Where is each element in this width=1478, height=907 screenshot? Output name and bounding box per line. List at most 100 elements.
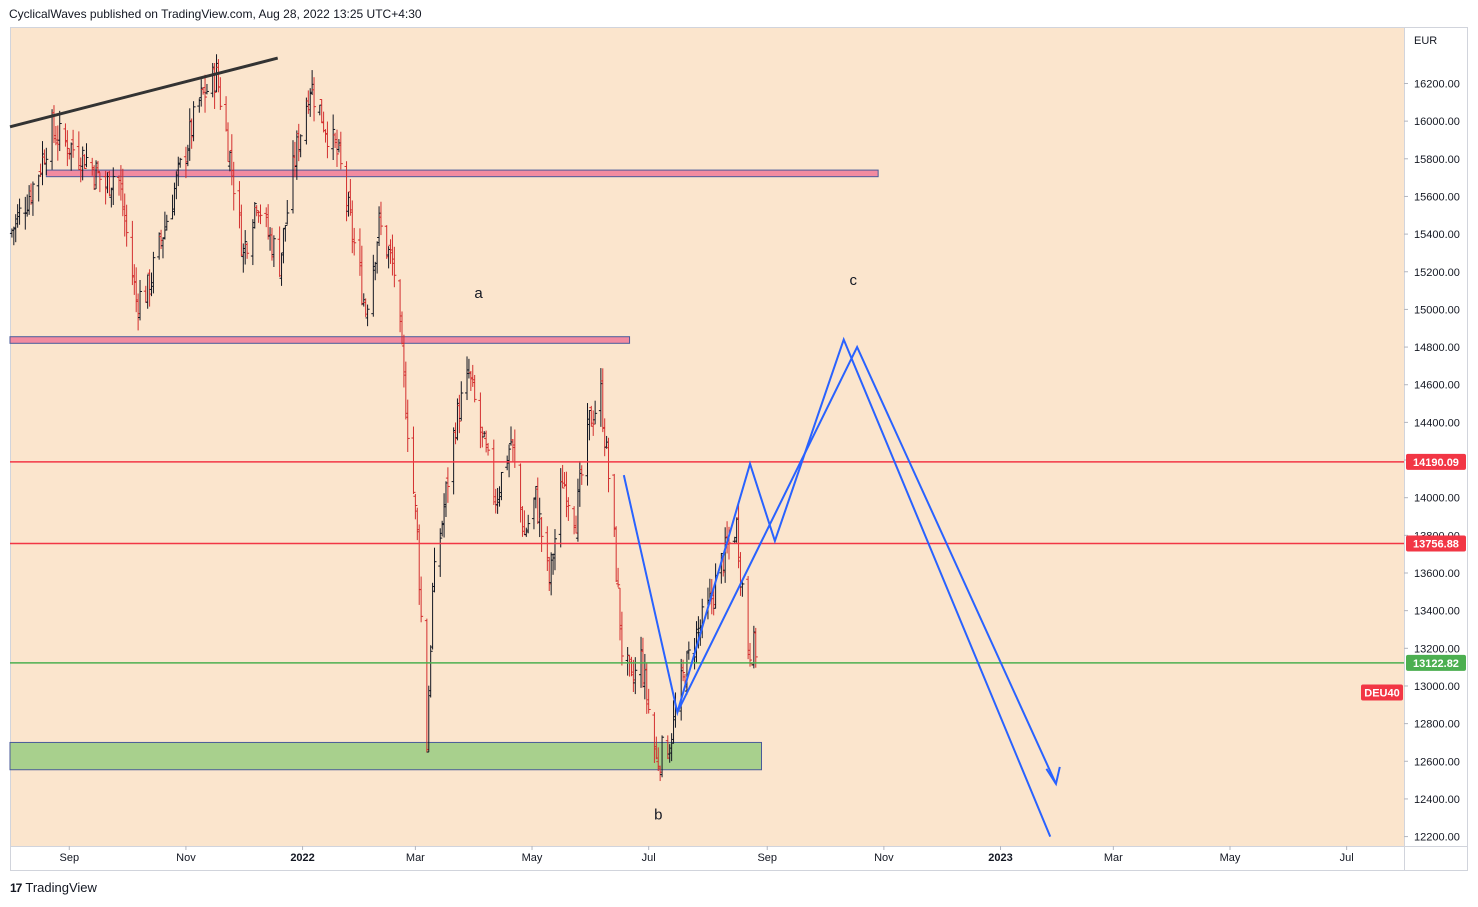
ohlc-bar: [245, 242, 250, 259]
price-tick-label: 15600.00: [1414, 191, 1460, 203]
ohlc-bar: [560, 464, 565, 489]
trendline[interactable]: [9, 56, 279, 129]
price-tick-label: 16000.00: [1414, 116, 1460, 128]
price-tag-2[interactable]: [1406, 654, 1466, 671]
price-tick-label: 13600.00: [1414, 568, 1460, 580]
ohlc-bar: [499, 471, 504, 501]
ohlc-bar: [507, 444, 512, 478]
ohlc-bar: [411, 426, 416, 494]
ohlc-bar: [71, 129, 76, 158]
price-tick-label: 14600.00: [1414, 380, 1460, 392]
price-tick-label: 12400.00: [1414, 794, 1460, 806]
ohlc-bar: [82, 154, 87, 170]
tradingview-footer[interactable]: 17 TradingView: [10, 880, 97, 895]
symbol-tag[interactable]: [1361, 684, 1403, 701]
ohlc-bar: [334, 129, 339, 167]
ohlc-bar: [365, 304, 370, 327]
ohlc-bar: [325, 121, 330, 159]
ohlc-bar: [616, 567, 621, 588]
time-tick-label: Nov: [874, 852, 894, 864]
projection-path-1[interactable]: [676, 344, 1057, 785]
price-tag-0[interactable]: [1406, 453, 1466, 470]
ohlc-bar: [298, 134, 303, 158]
ohlc-bar: [486, 442, 491, 456]
ohlc-bar: [80, 146, 85, 181]
price-tick-label: 15000.00: [1414, 304, 1460, 316]
ohlc-bar: [579, 465, 584, 485]
ohlc-bar: [660, 735, 665, 778]
ohlc-bar: [686, 641, 691, 660]
ohlc-bar: [164, 214, 169, 231]
price-tick-label: 12200.00: [1414, 832, 1460, 844]
ohlc-bar: [138, 280, 143, 321]
ohlc-bar: [593, 400, 598, 425]
ohlc-bar: [552, 529, 557, 571]
projection-path-0[interactable]: [622, 336, 1052, 837]
ohlc-bar: [619, 611, 624, 666]
price-tick-label: 14800.00: [1414, 342, 1460, 354]
ohlc-bar: [457, 394, 462, 434]
wave-label-c: c: [850, 272, 858, 289]
ohlc-bar: [204, 83, 209, 95]
ohlc-bar: [537, 497, 542, 538]
ohlc-bar: [151, 251, 156, 294]
projection-arrowhead[interactable]: [1045, 766, 1061, 787]
ohlc-bar: [254, 205, 259, 217]
ohlc-bar: [438, 528, 443, 577]
ohlc-bar: [352, 227, 357, 256]
ohlc-bar: [472, 374, 477, 403]
ohlc-bar: [428, 645, 433, 698]
ohlc-bar: [17, 198, 22, 225]
ohlc-bar: [111, 167, 116, 205]
ohlc-bar: [338, 131, 343, 170]
ohlc-bar: [526, 514, 531, 534]
ohlc-bar: [283, 224, 288, 242]
price-chart[interactable]: a b c EUR 12200.00 12400.00 12600.00 12800.00 1…: [0, 0, 1478, 875]
ohlc-bar: [57, 110, 62, 152]
price-tick-label: 15200.00: [1414, 267, 1460, 279]
price-tick-label: 15400.00: [1414, 229, 1460, 241]
ohlc-bar: [218, 77, 223, 110]
chart-frame: [10, 27, 1468, 871]
symbol-tag-label: DEU40: [1364, 688, 1399, 700]
ohlc-bar: [331, 114, 336, 161]
price-tick-label: 13200.00: [1414, 643, 1460, 655]
time-tick-label: Sep: [59, 852, 79, 864]
price-tick-label: 14000.00: [1414, 493, 1460, 505]
tradingview-brand: TradingView: [25, 880, 97, 895]
ohlc-bar: [606, 437, 611, 493]
price-tick-label: 16200.00: [1414, 78, 1460, 90]
price-axis-background: [1404, 27, 1468, 871]
price-tick-label: 12800.00: [1414, 719, 1460, 731]
wave-label-b: b: [654, 807, 662, 824]
zone-0[interactable]: [45, 169, 879, 178]
ohlc-bar: [445, 467, 450, 503]
time-tick-label: Mar: [1104, 852, 1123, 864]
tradingview-logo-icon: 17: [10, 880, 22, 895]
price-tag-label: 14190.09: [1413, 457, 1459, 469]
zone-2[interactable]: [9, 741, 762, 771]
ohlc-bar: [84, 143, 89, 168]
ohlc-bar: [95, 160, 100, 174]
ohlc-bar: [212, 62, 217, 109]
ohlc-bar: [566, 497, 571, 521]
ohlc-bar: [271, 235, 276, 267]
time-tick-label: Nov: [176, 852, 196, 864]
ohlc-bar: [285, 200, 290, 225]
time-tick-label: 2023: [988, 852, 1012, 864]
ohlc-bar: [231, 161, 236, 211]
ohlc-bar: [405, 399, 410, 453]
price-tick-label: 12600.00: [1414, 756, 1460, 768]
ohlc-bar: [258, 204, 263, 225]
price-tick-label: 13000.00: [1414, 681, 1460, 693]
ohlc-bar: [646, 688, 651, 714]
price-tag-1[interactable]: [1406, 535, 1466, 552]
ohlc-bar: [97, 171, 102, 193]
time-tick-label: Mar: [406, 852, 425, 864]
time-tick-label: 2022: [290, 852, 314, 864]
ohlc-bar: [124, 204, 129, 247]
price-tick-label: 13400.00: [1414, 606, 1460, 618]
zone-1[interactable]: [9, 336, 631, 344]
price-tick-label: 14400.00: [1414, 417, 1460, 429]
ohlc-bar: [312, 77, 317, 122]
